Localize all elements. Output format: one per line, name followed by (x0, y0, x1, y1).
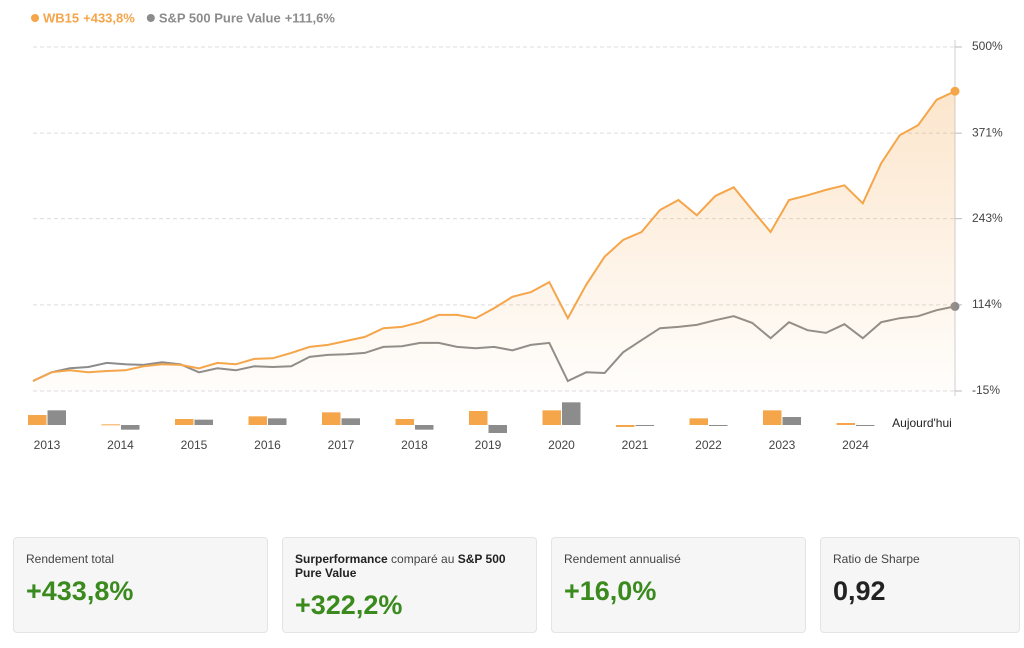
legend-label: WB15 (43, 10, 79, 25)
bar (562, 402, 581, 425)
bar (542, 410, 561, 425)
bar (782, 417, 801, 425)
end-dot (950, 86, 960, 96)
x-tick-label: 2016 (254, 438, 281, 452)
area (33, 91, 955, 391)
bar (47, 410, 66, 425)
x-tick-label: 2014 (107, 438, 134, 452)
bar (469, 411, 488, 425)
legend-value: +111,6% (285, 10, 336, 25)
bar (121, 425, 140, 430)
stat-card: Ratio de Sharpe 0,92 (820, 537, 1020, 633)
stat-card: Rendement annualisé +16,0% (551, 537, 806, 633)
bar (395, 419, 414, 425)
today-label: Aujourd'hui (892, 416, 952, 430)
x-tick-label: 2020 (548, 438, 575, 452)
legend-label: S&P 500 Pure Value (159, 10, 281, 25)
bar (709, 425, 728, 426)
stat-card: Surperformance comparé au S&P 500 Pure V… (282, 537, 537, 633)
y-tick-label: 500% (972, 39, 1003, 53)
x-tick-label: 2017 (328, 438, 355, 452)
x-tick-label: 2013 (34, 438, 61, 452)
chart: -15% 114% 243% 371% 500% WB15 +433,8% S&P 500 P… (28, 10, 1003, 452)
legend-value: +433,8% (83, 10, 135, 25)
bar (856, 425, 875, 426)
x-tick-label: 2024 (842, 438, 869, 452)
bar (194, 419, 213, 425)
card-value: +322,2% (295, 590, 403, 620)
card-value: 0,92 (833, 576, 886, 606)
label-part: S&P 500 Pure Value (295, 552, 506, 580)
card-value: +433,8% (26, 576, 134, 606)
legend-dot (31, 14, 39, 22)
bar (689, 418, 708, 425)
label-part: Rendement annualisé (564, 552, 681, 566)
bar (175, 419, 194, 425)
y-tick-label: -15% (972, 383, 1000, 397)
y-tick-label: 243% (972, 211, 1003, 225)
x-tick-label: 2021 (622, 438, 649, 452)
card-label: Surperformance comparé au S&P 500 Pure V… (295, 552, 524, 580)
bar (415, 425, 434, 430)
bar (341, 418, 360, 425)
bar (101, 424, 120, 426)
label-part: Rendement total (26, 552, 115, 566)
label-part: comparé au (387, 552, 458, 566)
x-tick-label: 2023 (769, 438, 796, 452)
x-tick-label: 2022 (695, 438, 722, 452)
x-tick-label: 2015 (181, 438, 208, 452)
bar (763, 410, 782, 425)
bar (248, 416, 267, 425)
x-tick-label: 2018 (401, 438, 428, 452)
bar (616, 425, 635, 427)
bar (322, 412, 341, 425)
label-part: Ratio de Sharpe (833, 552, 920, 566)
legend-dot (146, 14, 155, 22)
stat-card: Rendement total +433,8% (13, 537, 268, 633)
bar (488, 425, 507, 433)
card-value: +16,0% (564, 576, 657, 606)
label-part: Surperformance (295, 552, 388, 566)
x-tick-label: 2019 (475, 438, 502, 452)
card-label: Ratio de Sharpe (833, 552, 1007, 566)
line (32, 90, 956, 382)
bar (836, 423, 855, 425)
bar (635, 425, 654, 426)
bar (28, 415, 47, 425)
y-tick-label: 114% (972, 297, 1002, 311)
card-label: Rendement total (26, 552, 255, 566)
card-label: Rendement annualisé (564, 552, 793, 566)
bar (268, 418, 287, 425)
y-tick-label: 371% (972, 125, 1003, 139)
